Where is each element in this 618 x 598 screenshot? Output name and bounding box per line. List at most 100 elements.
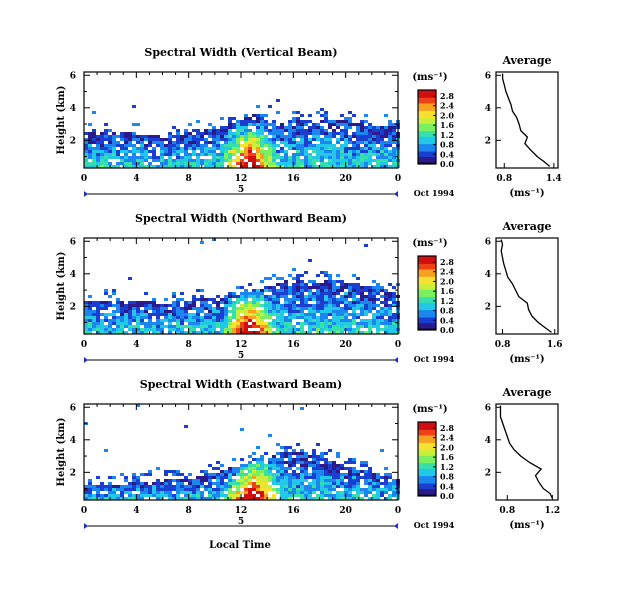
average-title: Average: [501, 220, 551, 233]
heatmap-cell: [284, 452, 288, 455]
heatmap-cell: [196, 141, 200, 144]
heatmap-cell: [96, 147, 100, 150]
heatmap-cell: [204, 497, 208, 500]
heatmap-cell: [128, 485, 132, 488]
heatmap-cell: [140, 138, 144, 141]
colorbar-segment: [418, 434, 436, 438]
heatmap-cell: [108, 144, 112, 147]
heatmap-cell: [184, 497, 188, 500]
heatmap-cell: [256, 310, 260, 313]
heatmap-cell: [216, 461, 220, 464]
heatmap-cell: [232, 479, 236, 482]
heatmap-cell: [384, 292, 388, 295]
colorbar-segment: [418, 492, 436, 495]
heatmap-cell: [280, 156, 284, 159]
heatmap-cell: [136, 165, 140, 168]
heatmap-cell: [388, 473, 392, 476]
heatmap-cell: [132, 485, 136, 488]
heatmap-cell: [284, 280, 288, 283]
colorbar-segment: [418, 145, 436, 148]
heatmap-cell: [304, 470, 308, 473]
heatmap-cell: [376, 473, 380, 476]
heatmap-cell: [144, 156, 148, 159]
heatmap-cell: [276, 289, 280, 292]
heatmap-cell: [188, 153, 192, 156]
heatmap-cell: [360, 313, 364, 316]
heatmap-cell: [356, 159, 360, 162]
heatmap-cell: [88, 313, 92, 316]
heatmap-cell: [384, 144, 388, 147]
heatmap-cell: [300, 283, 304, 286]
heatmap-cell: [120, 310, 124, 313]
colorbar-segment: [418, 256, 436, 259]
heatmap-cell: [168, 491, 172, 494]
heatmap-cell: [340, 162, 344, 165]
heatmap-cell: [100, 144, 104, 147]
heatmap-cell: [180, 165, 184, 168]
heatmap-cell: [100, 159, 104, 162]
heatmap-cell: [328, 325, 332, 328]
heatmap-cell: [208, 325, 212, 328]
heatmap-cell: [364, 331, 368, 334]
heatmap-cell: [376, 289, 380, 292]
heatmap-cell: [240, 307, 244, 310]
heatmap-cell: [116, 162, 120, 165]
heatmap-cell: [292, 494, 296, 497]
heatmap-cell: [244, 114, 248, 117]
heatmap-cell: [324, 286, 328, 289]
heatmap-cell: [352, 283, 356, 286]
heatmap-cell: [376, 316, 380, 319]
heatmap-cell: [312, 461, 316, 464]
heatmap-cell: [304, 283, 308, 286]
heatmap-cell: [348, 458, 352, 461]
heatmap-cell: [236, 123, 240, 126]
heatmap-cell: [284, 304, 288, 307]
heatmap-cell: [296, 162, 300, 165]
colorbar-segment: [418, 160, 436, 163]
colorbar-unit: (ms⁻¹): [412, 72, 447, 83]
heatmap-cell: [220, 464, 224, 467]
heatmap-cell: [244, 467, 248, 470]
heatmap-cell: [96, 301, 100, 304]
heatmap-cell: [260, 304, 264, 307]
heatmap-cell: [292, 295, 296, 298]
heatmap-cell: [304, 123, 308, 126]
heatmap-cell: [148, 301, 152, 304]
heatmap-cell: [360, 307, 364, 310]
heatmap-cell: [240, 331, 244, 334]
heatmap-cell: [372, 295, 376, 298]
heatmap-cell: [328, 301, 332, 304]
heatmap-cell: [120, 319, 124, 322]
heatmap-cell: [224, 147, 228, 150]
heatmap-cell: [204, 485, 208, 488]
heatmap-cell: [204, 141, 208, 144]
heatmap-cell: [268, 470, 272, 473]
heatmap-cell: [152, 494, 156, 497]
heatmap-cell: [292, 458, 296, 461]
heatmap-cell: [96, 307, 100, 310]
heatmap-cell: [376, 322, 380, 325]
heatmap-cell: [200, 298, 204, 301]
heatmap-cell: [284, 485, 288, 488]
heatmap-cell: [128, 144, 132, 147]
heatmap-cell: [128, 135, 132, 138]
heatmap-cell: [388, 159, 392, 162]
heatmap-cell: [132, 476, 136, 479]
heatmap-cell: [348, 292, 352, 295]
heatmap-cell: [364, 494, 368, 497]
heatmap-cell: [116, 135, 120, 138]
heatmap-cell: [324, 482, 328, 485]
heatmap-cell: [284, 150, 288, 153]
heatmap-cell: [280, 165, 284, 168]
heatmap-cell: [268, 144, 272, 147]
heatmap-cell: [336, 132, 340, 135]
heatmap-cell: [84, 162, 88, 165]
heatmap-cell: [112, 485, 116, 488]
heatmap-cell: [328, 120, 332, 123]
heatmap-cell: [352, 301, 356, 304]
heatmap-cell: [292, 307, 296, 310]
heatmap-cell: [108, 482, 112, 485]
heatmap-cell: [152, 485, 156, 488]
heatmap-cell: [368, 485, 372, 488]
heatmap-cell: [376, 138, 380, 141]
